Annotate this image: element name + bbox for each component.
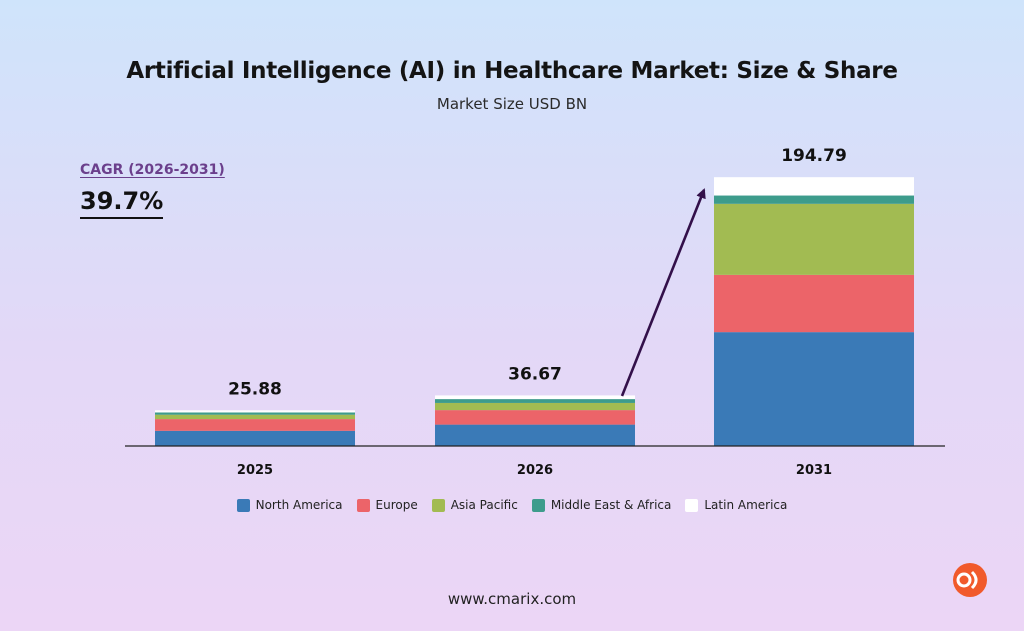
bar-segment (155, 412, 355, 415)
bar-total-label: 194.79 (781, 146, 847, 166)
bar-total-label: 25.88 (228, 379, 282, 399)
chart-title: Artificial Intelligence (AI) in Healthca… (126, 58, 898, 84)
bar-segment (155, 430, 355, 446)
bar-segment (155, 410, 355, 413)
legend-swatch (236, 498, 250, 512)
growth-arrow (620, 188, 706, 397)
cagr-value: 39.7% (80, 187, 164, 219)
bar-segment (714, 332, 914, 446)
legend-label: Asia Pacific (450, 498, 518, 512)
legend-label: North America (255, 498, 343, 512)
legend-swatch (356, 498, 370, 512)
bar-segment (435, 402, 635, 411)
legend-label: Latin America (704, 498, 788, 512)
legend-swatch (531, 498, 545, 512)
legend-label: Europe (375, 498, 418, 512)
cagr-label: CAGR (2026-2031) (80, 162, 225, 178)
legend-swatch (685, 498, 699, 512)
legend-item: North America (236, 498, 343, 512)
chart-legend: North America Europe Asia Pacific Middle Ea… (0, 498, 1024, 512)
bar-segment (435, 410, 635, 425)
legend-item: Europe (356, 498, 418, 512)
bar-segment (714, 203, 914, 275)
labels-group: 25.88 2025 36.67 2026 194.79 2031 (228, 146, 847, 478)
bar-segment (155, 419, 355, 431)
x-tick-label: 2031 (796, 463, 832, 478)
legend-swatch (431, 498, 445, 512)
x-tick-label: 2025 (237, 463, 273, 478)
legend-item: Middle East & Africa (531, 498, 672, 512)
cmarix-logo-icon (953, 563, 987, 597)
legend-item: Latin America (685, 498, 787, 512)
bar-segment (435, 395, 635, 400)
x-tick-label: 2026 (517, 463, 553, 478)
legend-label: Middle East & Africa (550, 498, 672, 512)
bar-segment (435, 424, 635, 446)
bar-segment (155, 414, 355, 420)
bar-segment (714, 177, 914, 196)
chart-subtitle: Market Size USD BN (436, 95, 588, 113)
bar-segment (714, 195, 914, 204)
bar-segment (435, 399, 635, 403)
bar-total-label: 36.67 (508, 364, 562, 384)
stacked-bar-chart: 25.88 2025 36.67 2026 194.79 2031 (125, 146, 945, 478)
bars-group (155, 177, 914, 446)
bar-segment (714, 274, 914, 333)
footer-website[interactable]: www.cmarix.com (447, 590, 577, 608)
legend-item: Asia Pacific (431, 498, 518, 512)
